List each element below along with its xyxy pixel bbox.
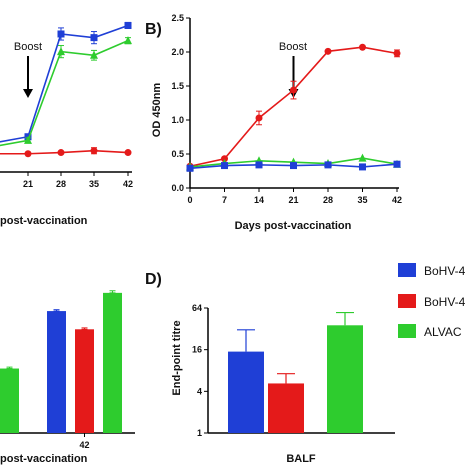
panel-a-boost-arrow-head xyxy=(23,89,33,98)
panel-a-point xyxy=(90,50,98,59)
panel-d-error-bar xyxy=(237,329,255,352)
panel-b-boost-label: Boost xyxy=(279,41,307,53)
panel-a-point xyxy=(57,30,65,38)
panel-d-y-tick-label: 64 xyxy=(192,303,202,313)
panel-a-x-tick-label: 28 xyxy=(56,179,66,189)
panel-d-x-axis-title: BALF xyxy=(286,453,316,465)
panel-b-x-tick-label: 28 xyxy=(323,195,333,205)
panel-c-bar xyxy=(103,292,122,433)
panel-a-point xyxy=(57,47,65,56)
panel-d-y-tick-label: 1 xyxy=(197,428,202,438)
panel-b-point xyxy=(393,49,401,57)
panel-b-point xyxy=(290,162,297,170)
panel-c-error-bar xyxy=(53,309,60,312)
panel-a-point xyxy=(24,135,32,144)
legend-swatch-1 xyxy=(398,263,416,277)
panel-c-error-bar xyxy=(6,366,13,370)
panel-b-y-tick-label: 0.0 xyxy=(171,183,184,193)
panel-d-y-tick-label: 4 xyxy=(197,386,202,396)
panel-b-point xyxy=(290,86,297,94)
panel-c: 42 post-vaccination xyxy=(0,290,135,465)
panel-b-point xyxy=(359,163,366,171)
legend-label-3: ALVAC xyxy=(424,325,462,339)
panel-a-point xyxy=(90,147,98,155)
panel-a-point xyxy=(124,21,132,29)
panel-d-letter: D) xyxy=(145,271,162,288)
panel-b-point xyxy=(393,160,401,168)
panel-b-x-tick-label: 14 xyxy=(254,195,264,205)
panel-b-point xyxy=(358,153,367,162)
panel-b-plot: 0.0 0.5 1.0 1.5 2.0 2.5 0 7 14 21 28 35 42 xyxy=(171,13,402,205)
panel-a-x-tick-label: 21 xyxy=(23,179,33,189)
panel-b: B) 0.00.51.01.52.02.50 7 14 21 28 35 42 Boost … xyxy=(145,13,402,232)
panel-d-plot: 1 4 16 64 xyxy=(192,303,395,438)
panel-a-x-axis-title: post-vaccination xyxy=(0,215,88,227)
panel-c-x-tick-label: 42 xyxy=(79,440,89,450)
panel-b-point xyxy=(324,161,332,169)
panel-b-x-tick-label: 7 xyxy=(222,195,227,205)
panel-b-point xyxy=(221,155,228,163)
panel-a-point xyxy=(124,149,132,157)
panel-b-x-tick-label: 21 xyxy=(288,195,298,205)
panel-c-bar xyxy=(47,311,66,433)
panel-a-boost-label: Boost xyxy=(14,41,42,53)
legend-label-1: BoHV-4 xyxy=(424,264,466,278)
panel-b-y-axis-title: OD 450nm xyxy=(151,83,163,138)
panel-b-point xyxy=(186,164,194,172)
panel-b-y-tick-label: 2.5 xyxy=(171,13,184,23)
panel-a-series-line xyxy=(0,39,129,147)
panel-c-plot: 42 xyxy=(0,290,135,450)
panel-b-letter: B) xyxy=(145,21,162,38)
panel-d-y-tick-label: 16 xyxy=(192,345,202,355)
panel-d: D) 1 4 16 64 BALF End-point titre xyxy=(145,271,395,465)
panel-a-point xyxy=(124,36,132,45)
panel-a-plot: 21 28 35 42 xyxy=(0,21,133,189)
panel-a-point xyxy=(90,34,98,42)
panel-b-point xyxy=(255,161,263,169)
panel-b-point xyxy=(324,47,332,55)
panel-b-x-axis-title: Days post-vaccination xyxy=(235,220,352,232)
panel-c-error-bar xyxy=(81,327,88,330)
panel-c-x-axis-title: post-vaccination xyxy=(0,453,88,465)
panel-a-point xyxy=(57,149,65,157)
panel-d-error-bar xyxy=(277,373,295,384)
panel-b-point xyxy=(255,114,263,122)
panel-d-bar xyxy=(228,351,264,433)
panel-a-point xyxy=(24,150,32,158)
panel-a: 21 28 35 42 Boost post-vaccination xyxy=(0,21,133,227)
panel-b-point xyxy=(359,43,366,51)
panel-b-x-tick-label: 35 xyxy=(357,195,367,205)
panel-c-error-bar xyxy=(109,290,116,294)
panel-d-error-bar xyxy=(336,311,354,326)
panel-b-y-tick-label: 1.0 xyxy=(171,115,184,125)
panel-b-point xyxy=(221,162,228,170)
legend: BoHV-4 BoHV-4 ALVAC xyxy=(398,263,466,339)
panel-b-y-tick-label: 0.5 xyxy=(171,149,184,159)
panel-b-y-tick-label: 2.0 xyxy=(171,47,184,57)
panel-b-x-tick-label: 42 xyxy=(392,195,402,205)
panel-c-bar xyxy=(75,329,94,433)
legend-swatch-2 xyxy=(398,294,416,308)
panel-b-x-tick-label: 0 xyxy=(187,195,192,205)
panel-b-y-tick-label: 1.5 xyxy=(171,81,184,91)
panel-d-y-axis-title: End-point titre xyxy=(171,320,183,395)
panel-a-x-tick-label: 35 xyxy=(89,179,99,189)
panel-c-bar xyxy=(0,368,19,433)
legend-swatch-3 xyxy=(398,324,416,338)
legend-label-2: BoHV-4 xyxy=(424,295,466,309)
panel-d-bar xyxy=(327,325,363,433)
panel-d-bar xyxy=(268,383,304,433)
panel-a-x-tick-label: 42 xyxy=(123,179,133,189)
